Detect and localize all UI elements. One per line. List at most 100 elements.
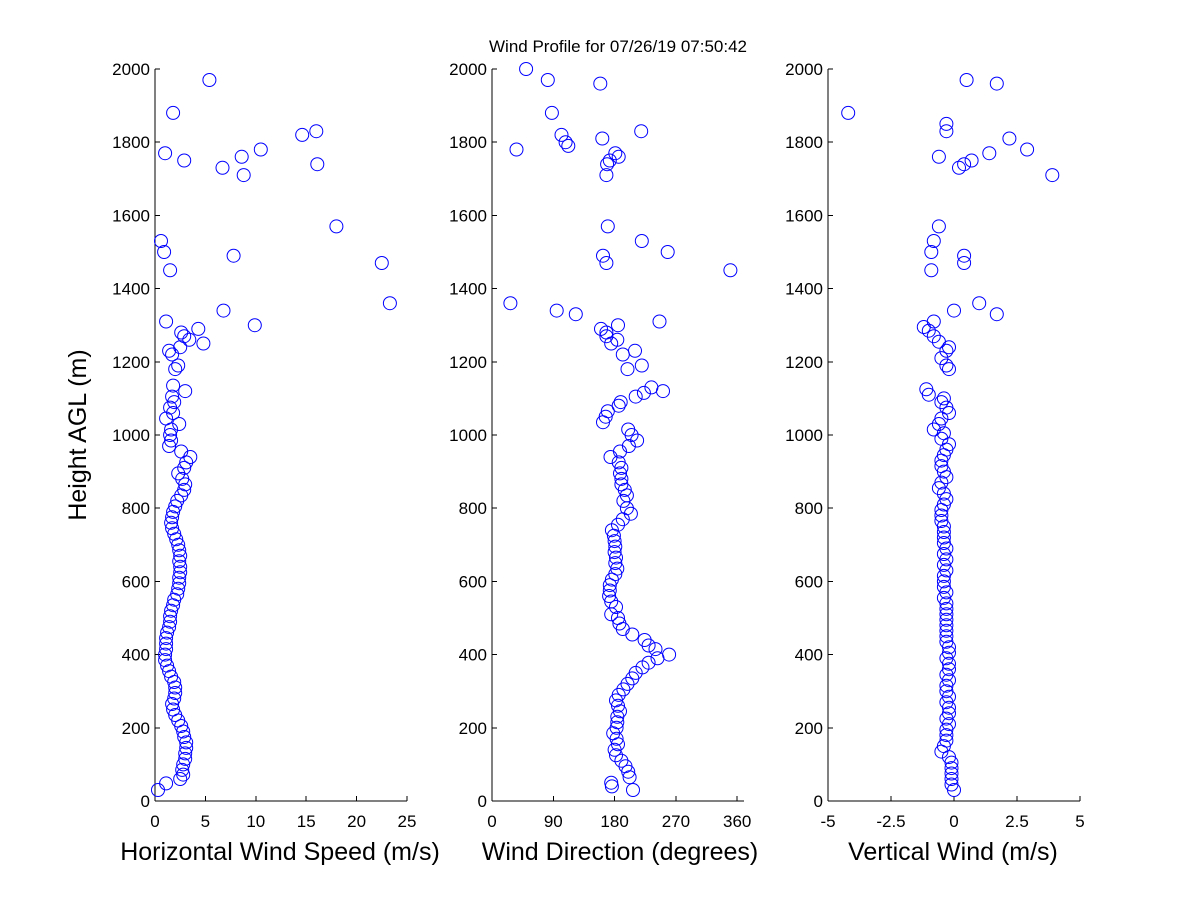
data-point — [936, 574, 951, 589]
data-point — [936, 536, 951, 550]
x-tick-label: 2.5 — [1005, 812, 1029, 831]
data-point — [921, 387, 936, 402]
data-point — [611, 318, 625, 333]
data-point — [168, 686, 183, 700]
data-point — [608, 539, 623, 554]
data-point — [167, 395, 182, 410]
data-point — [179, 735, 194, 750]
data-point — [641, 655, 656, 670]
data-point — [610, 561, 625, 576]
x-tick-label: -2.5 — [876, 812, 905, 831]
y-tick-label: 200 — [459, 719, 487, 738]
x-axis-label: Horizontal Wind Speed (m/s) — [120, 838, 440, 866]
data-point — [936, 391, 951, 406]
data-point — [936, 426, 951, 441]
y-tick-label: 1400 — [449, 280, 487, 299]
data-point — [236, 168, 251, 183]
data-point — [616, 682, 631, 697]
data-point — [615, 347, 630, 362]
figure-title: Wind Profile for 07/26/19 07:50:42 — [489, 37, 747, 56]
y-tick-label: 400 — [122, 646, 150, 665]
data-point — [191, 321, 206, 336]
data-point — [934, 459, 949, 474]
data-point — [939, 728, 954, 743]
data-point — [166, 702, 181, 717]
data-point — [611, 517, 625, 532]
data-point — [175, 762, 190, 777]
data-point — [989, 76, 1004, 91]
y-tick-label: 1200 — [112, 353, 150, 372]
y-tick-label: 1000 — [785, 426, 823, 445]
data-point — [167, 526, 182, 541]
x-tick-label: 5 — [1075, 812, 1084, 831]
y-tick-label: 1400 — [112, 280, 150, 299]
data-point — [620, 362, 635, 377]
data-point — [247, 318, 262, 333]
data-point — [158, 146, 173, 161]
data-point — [939, 618, 954, 633]
data-point — [172, 543, 187, 558]
data-point — [931, 149, 946, 164]
y-tick-label: 1200 — [449, 353, 487, 372]
y-tick-label: 0 — [478, 792, 487, 811]
data-point — [926, 329, 941, 344]
data-point — [599, 329, 614, 344]
y-tick-label: 600 — [795, 572, 823, 591]
data-point — [549, 303, 564, 318]
data-point — [939, 607, 954, 622]
data-point — [602, 578, 617, 593]
data-point — [159, 642, 174, 657]
data-point — [159, 314, 174, 329]
x-tick-label: 0 — [949, 812, 958, 831]
data-point — [164, 515, 179, 530]
data-point — [165, 347, 180, 362]
data-point — [931, 334, 946, 349]
x-tick-label: -5 — [820, 812, 835, 831]
data-point — [942, 645, 956, 660]
data-point — [329, 219, 344, 234]
wind-direction-panel: 0 200 400 600 800 1000 1200 1400 1600 1800 2000 0 90… — [449, 60, 758, 866]
data-point — [919, 382, 934, 397]
data-point — [618, 759, 633, 774]
data-point — [295, 127, 310, 142]
data-point — [216, 303, 231, 318]
data-point — [621, 422, 636, 437]
data-point — [226, 248, 241, 263]
data-point — [561, 138, 576, 153]
data-point — [163, 428, 178, 442]
data-point — [172, 570, 187, 585]
data-point — [936, 579, 951, 594]
data-point — [599, 256, 614, 270]
y-tick-label: 1000 — [112, 426, 150, 445]
data-point — [628, 389, 643, 404]
data-point — [634, 124, 649, 139]
data-point — [972, 296, 987, 311]
data-point — [604, 594, 619, 609]
data-point — [939, 684, 954, 699]
x-axis-label: Vertical Wind (m/s) — [848, 838, 1058, 866]
data-point — [924, 245, 939, 259]
data-point — [841, 105, 856, 120]
data-point — [982, 146, 997, 161]
data-point — [196, 336, 211, 351]
data-point — [957, 157, 972, 172]
x-tick-label: 90 — [544, 812, 563, 831]
data-point — [594, 321, 608, 336]
data-point — [936, 486, 951, 501]
data-point — [168, 362, 183, 377]
data-point — [621, 439, 636, 453]
x-tick-label: 10 — [246, 812, 265, 831]
x-axis-label: Wind Direction (degrees) — [482, 838, 759, 866]
data-point — [934, 395, 949, 410]
data-point — [173, 772, 188, 786]
data-point — [652, 314, 667, 329]
data-point — [165, 521, 180, 536]
data-point — [165, 389, 180, 404]
data-point — [924, 263, 939, 278]
data-point — [178, 746, 193, 761]
data-point — [942, 706, 956, 721]
data-point — [1045, 168, 1060, 183]
data-point — [610, 332, 625, 347]
data-point — [215, 160, 230, 175]
y-tick-label: 2000 — [449, 60, 487, 79]
